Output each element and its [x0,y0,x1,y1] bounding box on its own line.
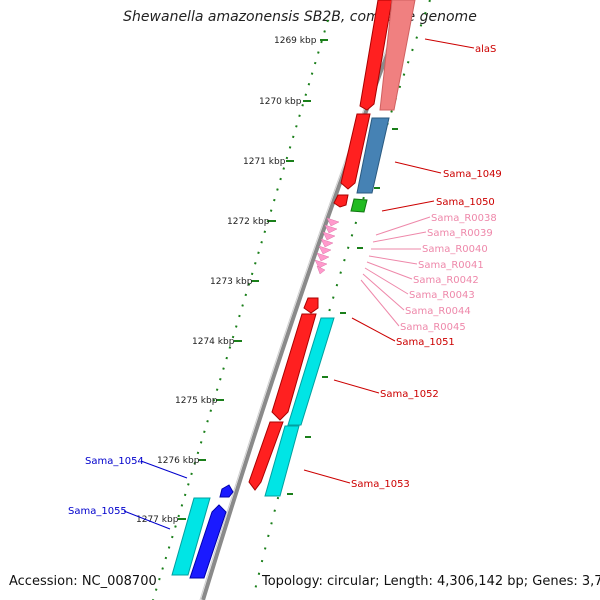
trna-Sama_R0043 [316,252,330,262]
green-feature [350,198,368,213]
gene-Sama_1050[interactable] [333,194,349,208]
tick-1271: 1271 kbp [243,157,294,167]
accession-text: Accession: NC_008700 [9,574,157,589]
tick-1272: 1272 kbp [227,217,276,227]
label-Sama_1050[interactable]: Sama_1050 [436,197,495,208]
tick-label: 1273 kbp [210,277,253,287]
gene-Sama_1055-hit [171,497,211,576]
trna-features [314,217,340,275]
tick-group: 1269 kbp 1270 kbp 1271 kbp 1272 kbp 1273… [136,36,328,525]
gene-Sama_1052-hit [287,317,335,426]
cds-reverse-features [171,484,234,579]
label-Sama_R0043[interactable]: Sama_R0043 [409,290,475,301]
tick-label: 1276 kbp [157,456,200,466]
label-Sama_1054[interactable]: Sama_1054 [85,456,144,467]
label-Sama_1049[interactable]: Sama_1049 [443,169,502,180]
tick-label: 1275 kbp [175,396,218,406]
cds-forward-features [248,0,416,497]
tick-label: 1272 kbp [227,217,270,227]
label-Sama_1051[interactable]: Sama_1051 [396,337,455,348]
gene-Sama_1049-hit [356,117,390,194]
trna-Sama_R0042 [318,245,332,255]
tick-1273: 1273 kbp [210,277,259,287]
gene-alaS-hit [379,0,416,111]
tick-1274: 1274 kbp [192,337,242,347]
label-Sama_R0044[interactable]: Sama_R0044 [405,306,471,317]
gene-Sama_1054[interactable] [219,484,234,498]
trna-Sama_R0045 [316,265,326,275]
label-Sama_R0038[interactable]: Sama_R0038 [431,213,497,224]
gene-Sama_1052[interactable] [271,313,317,421]
tick-1275: 1275 kbp [175,396,224,406]
label-Sama_R0045[interactable]: Sama_R0045 [400,322,466,333]
tick-1269: 1269 kbp [274,36,328,46]
tick-label: 1274 kbp [192,337,235,347]
tick-1270: 1270 kbp [259,97,311,107]
trna-Sama_R0040 [322,231,336,241]
gene-labels: alaS Sama_1049 Sama_1050 Sama_R0038 Sama… [68,44,502,517]
label-Sama_1055[interactable]: Sama_1055 [68,506,127,517]
label-alaS[interactable]: alaS [475,44,496,55]
tick-1276: 1276 kbp [157,456,206,466]
gene-Sama_1053-hit [264,425,300,497]
trna-Sama_R0038 [326,217,340,227]
inner-dotted-ring [152,19,329,600]
label-Sama_R0039[interactable]: Sama_R0039 [427,228,493,239]
gene-Sama_1053[interactable] [248,421,284,491]
trna-Sama_R0039 [324,224,338,234]
gene-alaS[interactable] [359,0,393,111]
label-Sama_1053[interactable]: Sama_1053 [351,479,410,490]
leader-lines [123,38,475,530]
label-Sama_R0042[interactable]: Sama_R0042 [413,275,479,286]
gene-Sama_1049[interactable] [340,113,371,190]
label-Sama_R0041[interactable]: Sama_R0041 [418,260,484,271]
trna-Sama_R0041 [320,238,334,248]
tick-1277: 1277 kbp [136,515,186,525]
tick-label: 1269 kbp [274,36,317,46]
gene-Sama_1055[interactable] [189,504,227,579]
label-Sama_1052[interactable]: Sama_1052 [380,389,439,400]
genome-summary: Topology: circular; Length: 4,306,142 bp… [262,574,600,589]
label-Sama_R0040[interactable]: Sama_R0040 [422,244,488,255]
outer-dotted-ring [254,0,431,591]
outer-ring-ticks [287,128,398,495]
tick-label: 1271 kbp [243,157,286,167]
trna-Sama_R0044 [314,259,328,269]
gene-Sama_1051[interactable] [303,297,319,314]
tick-label: 1270 kbp [259,97,302,107]
tick-label: 1277 kbp [136,515,179,525]
